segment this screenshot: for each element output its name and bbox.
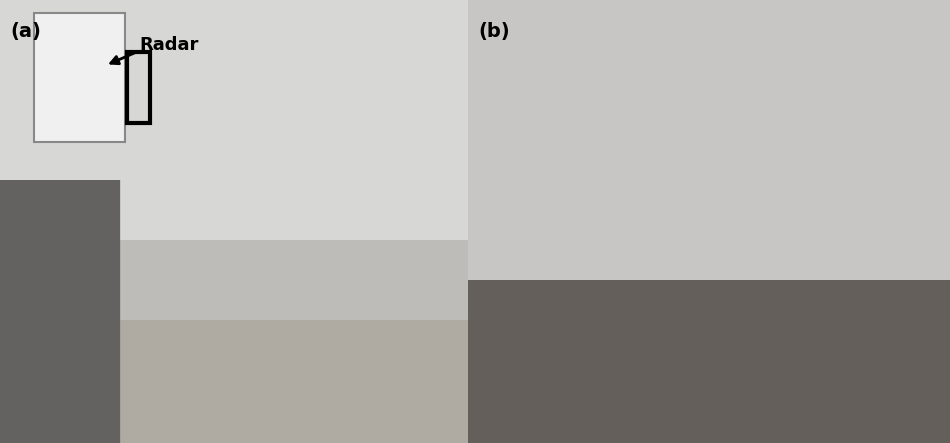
- Text: Radar: Radar: [140, 36, 199, 54]
- Bar: [33, 13, 125, 142]
- Text: (a): (a): [10, 22, 41, 41]
- Bar: [127, 52, 150, 123]
- Text: (b): (b): [479, 22, 510, 41]
